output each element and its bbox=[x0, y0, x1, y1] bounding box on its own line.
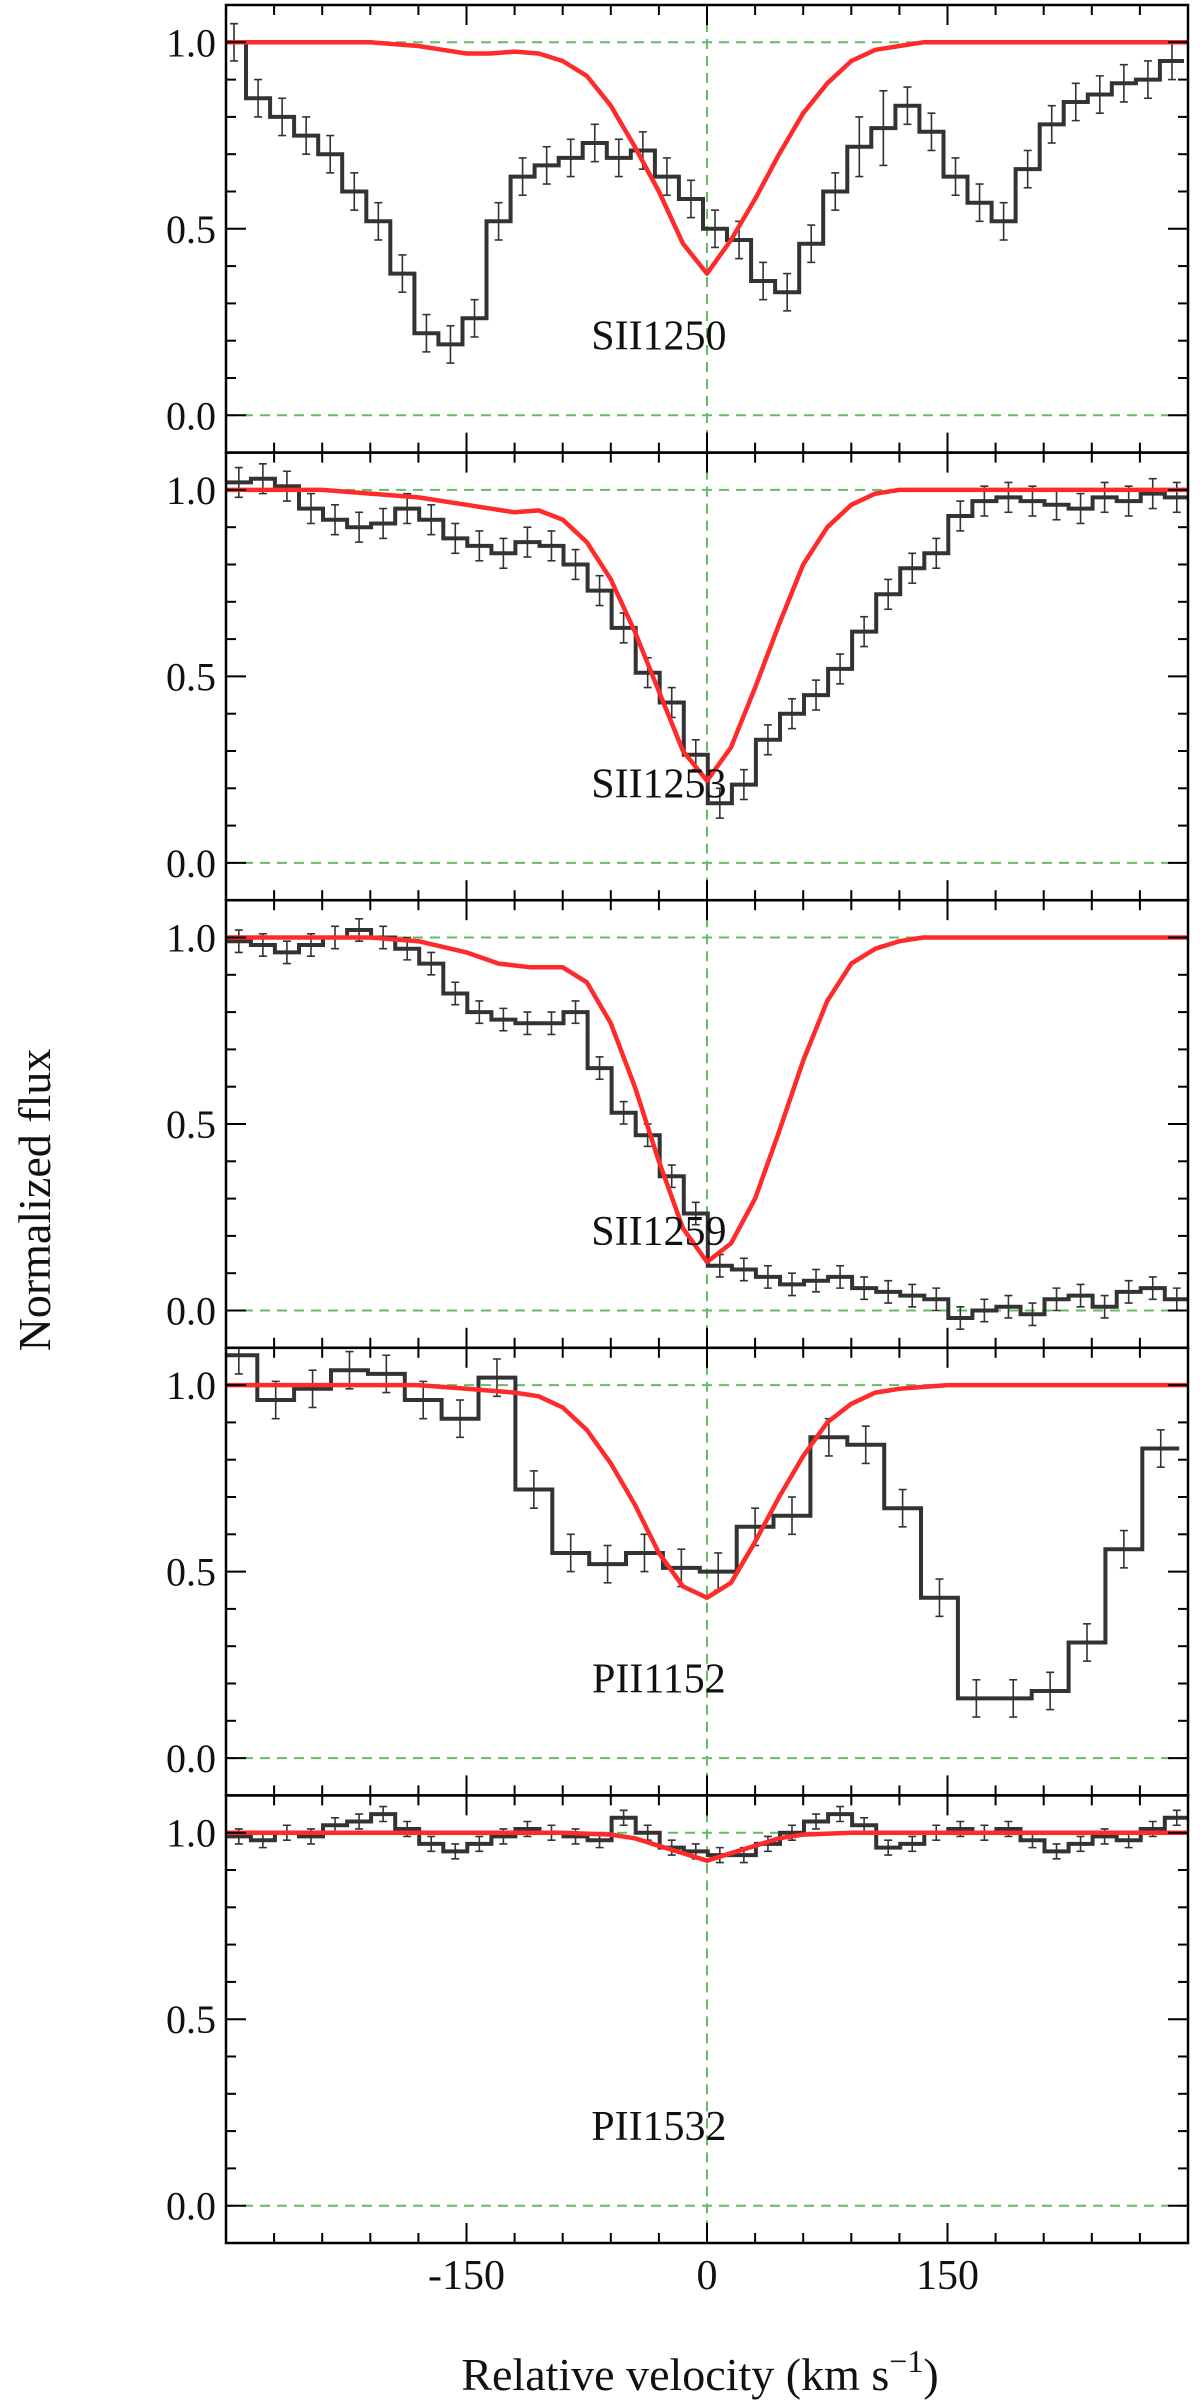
y-tick-label: 0.0 bbox=[166, 1289, 216, 1334]
x-tick-label: 150 bbox=[916, 2253, 979, 2299]
y-tick-label: 1.0 bbox=[166, 1811, 216, 1856]
data-step-line bbox=[226, 1353, 1180, 1701]
y-tick-label: 1.0 bbox=[166, 20, 216, 65]
panel-label: SII1250 bbox=[591, 314, 726, 360]
y-tick-label: 0.0 bbox=[166, 2184, 216, 2229]
y-tick-label: 0.5 bbox=[166, 1997, 216, 2042]
y-tick-label: 1.0 bbox=[166, 916, 216, 961]
y-tick-label: 0.0 bbox=[166, 1736, 216, 1781]
panel-plot-area bbox=[226, 22, 1188, 364]
model-line bbox=[226, 487, 1188, 784]
panel-plot-area bbox=[226, 1805, 1188, 1864]
panel-label: PII1532 bbox=[591, 2104, 726, 2150]
y-tick-label: 0.5 bbox=[166, 207, 216, 252]
y-tick-label: 0.5 bbox=[166, 1102, 216, 1147]
panel-plot-area bbox=[226, 462, 1188, 819]
y-tick-label: 0.5 bbox=[166, 1550, 216, 1595]
panel-plot-area bbox=[226, 1347, 1188, 1718]
data-step-line bbox=[226, 1812, 1188, 1858]
y-axis-label: Normalized flux bbox=[9, 1049, 60, 1352]
y-tick-label: 1.0 bbox=[166, 1363, 216, 1408]
panel-plot-area bbox=[226, 918, 1188, 1330]
x-axis-label: Relative velocity (km s−1) bbox=[461, 2343, 938, 2400]
model-line bbox=[226, 935, 1188, 1265]
panels-group: 0.0 0.5 1.0 SII1250 0.0 0.5 1.0 SII1253 0.0 0.5 1.… bbox=[166, 3, 1190, 2299]
x-axis-unit-exponent: −1 bbox=[889, 2343, 923, 2379]
panel-label: SII1259 bbox=[591, 1209, 726, 1255]
x-tick-label: -150 bbox=[428, 2253, 505, 2299]
panel-sii1259: 0.0 0.5 1.0 SII1259 bbox=[166, 898, 1190, 1350]
model-line bbox=[226, 40, 1188, 276]
model-line bbox=[226, 1382, 1188, 1600]
y-tick-label: 1.0 bbox=[166, 468, 216, 513]
panel-label: PII1152 bbox=[592, 1656, 726, 1702]
panel-pii1152: 0.0 0.5 1.0 PII1152 bbox=[166, 1346, 1190, 1797]
x-axis-label-close: ) bbox=[923, 2349, 938, 2400]
x-tick-label: 0 bbox=[697, 2253, 718, 2299]
panel-sii1253: 0.0 0.5 1.0 SII1253 bbox=[166, 451, 1190, 902]
panel-sii1250: 0.0 0.5 1.0 SII1250 bbox=[166, 3, 1190, 454]
panel-pii1532: 0.0 0.5 1.0 PII1532 bbox=[166, 1794, 1190, 2245]
y-tick-label: 0.0 bbox=[166, 393, 216, 438]
x-axis-label-text: Relative velocity (km s bbox=[461, 2349, 889, 2400]
data-step-line bbox=[226, 40, 1184, 347]
y-tick-label: 0.5 bbox=[166, 654, 216, 699]
model-line bbox=[226, 1830, 1188, 1863]
y-tick-label: 0.0 bbox=[166, 841, 216, 886]
panel-label: SII1253 bbox=[591, 761, 726, 807]
